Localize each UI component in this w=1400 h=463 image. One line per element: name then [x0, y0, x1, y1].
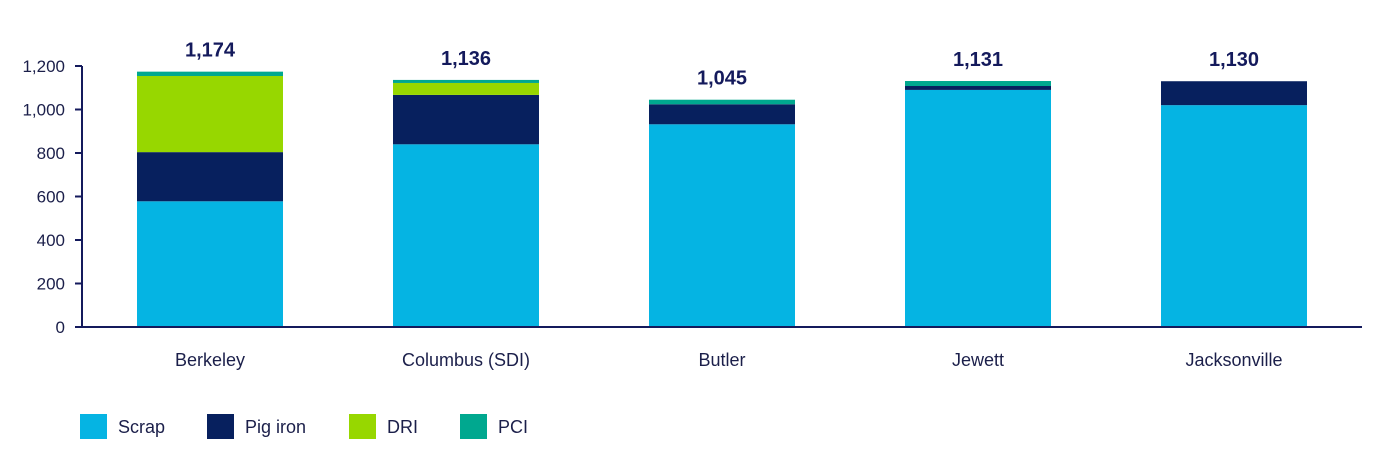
total-label: 1,045	[697, 68, 747, 90]
total-label: 1,136	[441, 48, 491, 70]
y-tick-label: 0	[56, 318, 65, 337]
x-category-label: Jewett	[952, 350, 1004, 370]
y-tick-label: 800	[37, 144, 65, 163]
legend-swatch	[80, 414, 107, 439]
legend-label: PCI	[498, 417, 528, 437]
bar-segment-pig-iron	[1161, 81, 1307, 106]
bar-segment-pci	[137, 71, 283, 77]
legend-label: Scrap	[118, 417, 165, 437]
y-tick-label: 1,000	[22, 101, 65, 120]
bar-segment-pig-iron	[905, 86, 1051, 90]
bar-segment-pci	[649, 99, 795, 105]
bar-segment-pci	[393, 79, 539, 83]
legend-swatch	[349, 414, 376, 439]
bar-segment-scrap	[137, 201, 283, 327]
bar-segment-scrap	[649, 124, 795, 327]
x-category-label: Jacksonville	[1185, 350, 1282, 370]
y-tick-label: 1,200	[22, 57, 65, 76]
legend-label: Pig iron	[245, 417, 306, 437]
bar-segment-scrap	[905, 89, 1051, 327]
bar-segment-pci	[905, 81, 1051, 87]
legend-swatch	[460, 414, 487, 439]
x-category-label: Columbus (SDI)	[402, 350, 530, 370]
legend-label: DRI	[387, 417, 418, 437]
bar-segment-scrap	[1161, 105, 1307, 328]
total-label: 1,130	[1209, 49, 1259, 71]
total-label: 1,131	[953, 49, 1003, 71]
y-tick-label: 200	[37, 275, 65, 294]
x-category-label: Berkeley	[175, 350, 245, 370]
legend-swatch	[207, 414, 234, 439]
bar-segment-pig-iron	[137, 152, 283, 202]
bars	[137, 71, 1307, 328]
bar-segment-pig-iron	[649, 104, 795, 125]
bar-segment-scrap	[393, 144, 539, 327]
y-tick-label: 400	[37, 231, 65, 250]
x-category-label: Butler	[698, 350, 745, 370]
y-axis-ticks: 0 200 400 600 800 1,000 1,200	[22, 57, 82, 337]
bar-segment-pig-iron	[393, 94, 539, 145]
y-tick-label: 600	[37, 188, 65, 207]
category-labels: Berkeley Columbus (SDI) Butler Jewett Jackso…	[175, 350, 1283, 370]
bar-segment-dri	[137, 76, 283, 153]
total-label: 1,174	[185, 40, 236, 62]
total-labels: 1,174 1,136 1,045 1,131 1,130	[185, 40, 1259, 90]
legend: Scrap Pig iron DRI PCI	[80, 414, 528, 439]
bar-segment-dri	[393, 82, 539, 95]
